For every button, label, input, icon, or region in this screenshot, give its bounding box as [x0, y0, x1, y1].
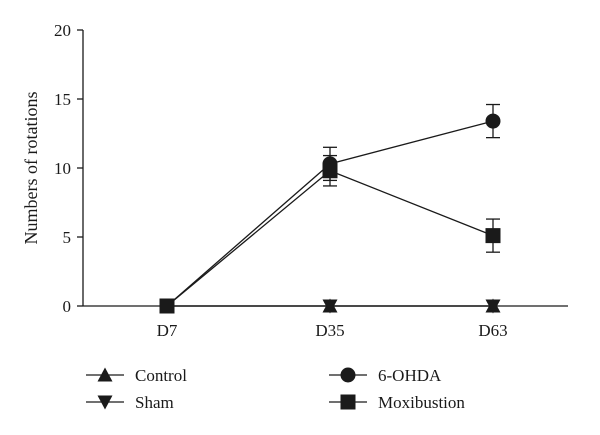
- series-6-ohda: [159, 103, 501, 314]
- legend-item: 6-OHDA: [329, 366, 442, 385]
- y-tick-label: 5: [63, 228, 72, 247]
- data-point: [485, 299, 501, 314]
- data-point: [159, 298, 175, 314]
- data-point: [322, 299, 338, 314]
- data-series: [159, 103, 501, 314]
- legend-label: 6-OHDA: [378, 366, 442, 385]
- legend-label: Control: [135, 366, 187, 385]
- data-point: [485, 113, 501, 129]
- data-point: [485, 228, 501, 244]
- legend-item: Sham: [86, 393, 174, 412]
- legend-marker: [97, 367, 113, 382]
- legend-label: Moxibustion: [378, 393, 465, 412]
- y-tick-label: 15: [54, 90, 71, 109]
- legend-marker: [340, 394, 356, 410]
- legend-label: Sham: [135, 393, 174, 412]
- y-tick-label: 20: [54, 21, 71, 40]
- legend-item: Control: [86, 366, 187, 385]
- series-line: [166, 170, 494, 307]
- legend: Control Sham 6-OHDA Moxibustion: [86, 366, 465, 412]
- series-moxibustion: [159, 154, 501, 314]
- series-sham: [159, 299, 501, 314]
- y-tick-label: 0: [63, 297, 72, 316]
- y-axis-title: Numbers of rotations: [21, 92, 41, 245]
- x-tick-label: D35: [315, 321, 344, 340]
- legend-marker: [340, 367, 356, 383]
- x-tick-label: D7: [157, 321, 178, 340]
- axes: 0 5 10 15 20 D7 D35 D63 Numbers of rotations: [21, 21, 568, 340]
- y-tick-label: 10: [54, 159, 71, 178]
- x-tick-label: D63: [478, 321, 507, 340]
- legend-item: Moxibustion: [329, 393, 465, 412]
- data-point: [322, 163, 338, 179]
- legend-marker: [97, 395, 113, 410]
